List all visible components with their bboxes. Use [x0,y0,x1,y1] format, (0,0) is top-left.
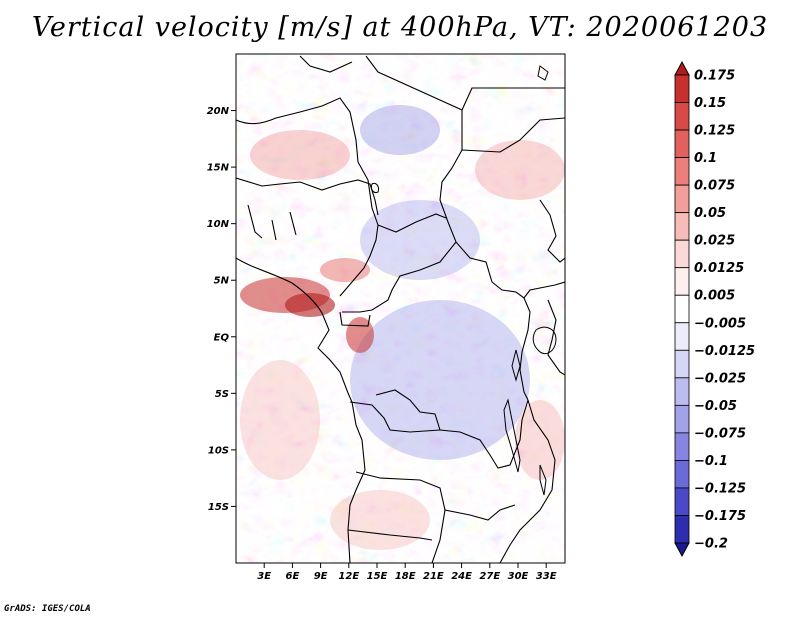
lon-tick-label: 12E [338,571,359,582]
lon-tick-label: 33E [536,571,557,582]
colorbar-label: −0.125 [694,481,746,496]
colorbar-label: 0.05 [694,206,726,221]
colorbar-bin [674,349,690,379]
lon-tick-label: 18E [395,571,416,582]
colorbar-bottom-triangle [674,542,690,558]
lat-tick-label: 5S [215,389,229,400]
colorbar-bin [674,129,690,158]
convection-region [250,130,350,180]
longitude-axis: 3E 6E 9E 12E 15E 18E 21E 24E 27E 30E 33E [257,563,557,582]
subsidence-region [360,105,440,155]
convection-region [346,317,374,353]
subsidence-region [360,200,480,280]
lat-tick-label: 20N [207,106,230,117]
convection-region [285,293,335,317]
lon-tick-label: 27E [479,571,500,582]
lat-tick-label: 5N [214,276,230,287]
colorbar-bin [674,322,690,351]
vertical-velocity-field [236,54,565,563]
lon-tick-label: 3E [257,571,271,582]
colorbar-bin [674,102,690,131]
colorbar-label: 0.075 [694,179,735,194]
lake-outlines [371,65,557,496]
colorbar-label: −0.025 [694,371,746,386]
lon-tick-label: 15E [367,571,388,582]
colorbar-label: 0.15 [694,96,726,111]
grads-credit: GrADS: IGES/COLA [4,604,91,614]
map-title: Vertical velocity [m/s] at 400hPa, VT: 2… [31,12,769,43]
colorbar-bin [674,184,690,214]
colorbar-label: 0.175 [694,69,735,84]
lon-tick-label: 21E [423,571,444,582]
country-borders [236,55,565,563]
colorbar-bin [674,212,690,241]
colorbar-top-triangle [674,60,690,76]
colorbar-label: −0.05 [694,399,737,414]
lon-tick-label: 6E [286,571,300,582]
colorbar-label: 0.125 [694,124,735,139]
latitude-axis: 20N 15N 10N 5N EQ 5S 10S 15S [207,106,236,513]
colorbar-bin [674,404,690,434]
colorbar-bin [674,377,690,406]
colorbar-bin [674,460,690,489]
colorbar-bin [674,432,690,461]
convection-region [240,360,320,480]
colorbar-label: −0.075 [694,426,746,441]
convection-region [475,140,565,200]
lat-tick-label: 10N [207,219,230,230]
colorbar-bin [674,74,690,103]
colorbar-label: −0.175 [694,509,746,524]
colorbar-bin [674,487,690,516]
colorbar-label: 0.1 [694,151,717,166]
convection-region [330,490,430,550]
colorbar-bin [674,239,690,269]
lat-tick-label: 15S [208,502,229,513]
convection-region [515,400,565,480]
colorbar-label: −0.2 [694,537,728,552]
colorbar-label: 0.005 [694,289,735,304]
map-frame [235,53,566,564]
colorbar-label: 0.0125 [694,261,744,276]
subsidence-region [350,300,530,460]
lat-tick-label: 10S [208,445,229,456]
colorbar-bin [674,267,690,296]
colorbar: 0.175 0.15 0.125 0.1 0.075 0.05 0.025 0.0125 0.0… [674,60,755,558]
colorbar-bin [674,515,690,544]
colorbar-label: 0.025 [694,234,735,249]
colorbar-label: −0.1 [694,454,728,469]
lat-tick-label: EQ [214,332,230,343]
lat-tick-label: 15N [207,163,230,174]
lon-tick-label: 24E [451,571,472,582]
colorbar-label: −0.005 [694,316,746,331]
colorbar-bin [674,157,690,186]
colorbar-bin [674,294,690,324]
lon-tick-label: 9E [314,571,328,582]
lon-tick-label: 30E [508,571,529,582]
colorbar-label: −0.0125 [694,344,755,359]
